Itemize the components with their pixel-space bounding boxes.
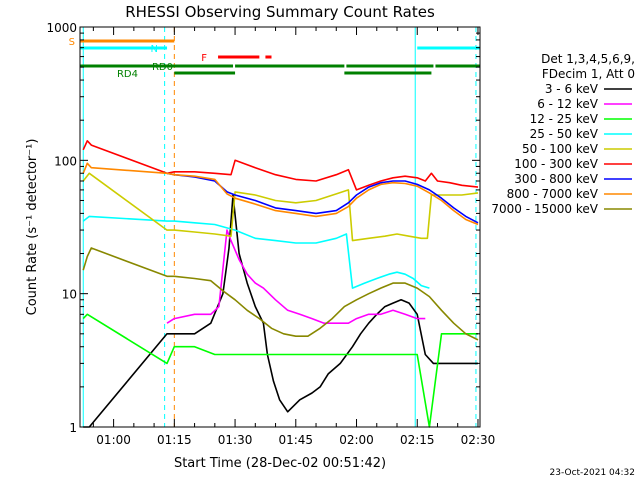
series-line-8: [82, 247, 479, 341]
series-line-7: [82, 162, 479, 226]
series-line-3: [82, 215, 430, 289]
status-bar-label-s: S: [69, 37, 75, 48]
status-bar-label-rd4: RD4: [117, 69, 138, 80]
y-axis-label: Count Rate (s⁻¹ detector⁻¹): [25, 139, 40, 316]
x-tick-label-2: 01:30: [218, 433, 253, 447]
legend-label-6: 300 - 800 keV: [514, 172, 598, 186]
legend-label-1: 6 - 12 keV: [537, 97, 599, 111]
chart-title: RHESSI Observing Summary Count Rates: [125, 3, 435, 21]
x-axis: 01:00 01:15 01:30 01:45 02:00 02:15 02:30: [92, 27, 496, 447]
legend-header-line-1: Det 1,3,4,5,6,9,: [541, 52, 635, 66]
series-lines: [82, 140, 479, 428]
series-line-1: [166, 229, 426, 325]
legend-header-line-2: FDecim 1, Att 0: [542, 67, 635, 81]
generated-timestamp: 23-Oct-2021 04:32: [550, 468, 635, 478]
x-tick-label-5: 02:15: [400, 433, 435, 447]
legend-label-5: 100 - 300 keV: [514, 157, 598, 171]
y-tick-label-2: 100: [54, 154, 77, 168]
y-tick-label-0: 1: [69, 421, 77, 435]
series-line-5: [82, 140, 479, 191]
series-line-4: [82, 172, 479, 242]
legend: Det 1,3,4,5,6,9, FDecim 1, Att 0 3 - 6 k…: [491, 52, 635, 216]
x-tick-label-4: 02:00: [339, 433, 374, 447]
y-axis: 1 10 100 1000: [46, 21, 480, 435]
y-tick-label-3: 1000: [46, 21, 77, 35]
plot-frame: [79, 26, 481, 428]
legend-label-4: 50 - 100 keV: [522, 142, 599, 156]
legend-label-3: 25 - 50 keV: [530, 127, 599, 141]
y-tick-label-1: 10: [62, 288, 77, 302]
series-line-2: [82, 313, 478, 428]
legend-label-0: 3 - 6 keV: [545, 82, 599, 96]
status-bar-label-rd0: RD0: [152, 62, 173, 73]
x-tick-label-3: 01:45: [278, 433, 313, 447]
legend-label-7: 800 - 7000 keV: [507, 187, 599, 201]
observing-status-bars: S N F RD0 RD4: [69, 37, 480, 80]
x-tick-label-6: 02:30: [461, 433, 496, 447]
x-axis-label: Start Time (28-Dec-02 00:51:42): [174, 456, 386, 471]
legend-label-2: 12 - 25 keV: [530, 112, 599, 126]
plot-area: [82, 27, 477, 427]
series-line-0: [83, 194, 478, 428]
x-tick-label-0: 01:00: [96, 433, 131, 447]
x-tick-label-1: 01:15: [157, 433, 192, 447]
status-bar-label-n: N: [151, 44, 158, 55]
status-bar-label-f: F: [201, 53, 207, 64]
legend-label-8: 7000 - 15000 keV: [491, 202, 598, 216]
